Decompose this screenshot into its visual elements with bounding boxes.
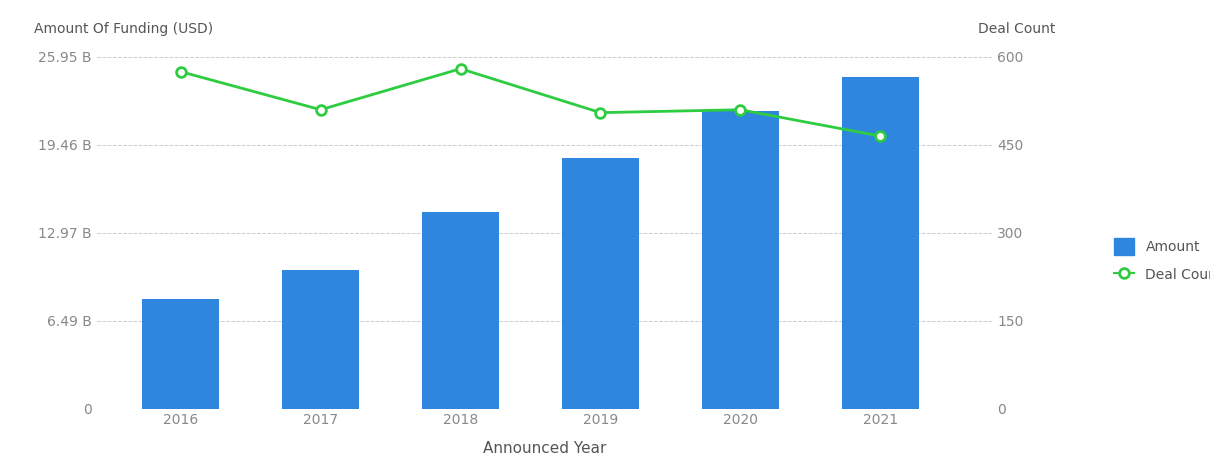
- Text: Amount Of Funding (USD): Amount Of Funding (USD): [34, 22, 213, 36]
- Bar: [422, 212, 499, 408]
- X-axis label: Announced Year: Announced Year: [483, 441, 606, 456]
- Bar: [143, 299, 219, 408]
- Bar: [842, 76, 918, 408]
- Bar: [702, 111, 779, 408]
- Text: Deal Count: Deal Count: [978, 22, 1055, 36]
- Legend: Amount, Deal Count: Amount, Deal Count: [1107, 231, 1210, 290]
- Bar: [561, 158, 639, 408]
- Bar: [282, 270, 359, 408]
